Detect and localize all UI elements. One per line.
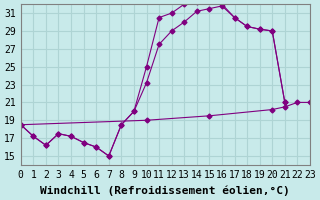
X-axis label: Windchill (Refroidissement éolien,°C): Windchill (Refroidissement éolien,°C) [41, 185, 290, 196]
